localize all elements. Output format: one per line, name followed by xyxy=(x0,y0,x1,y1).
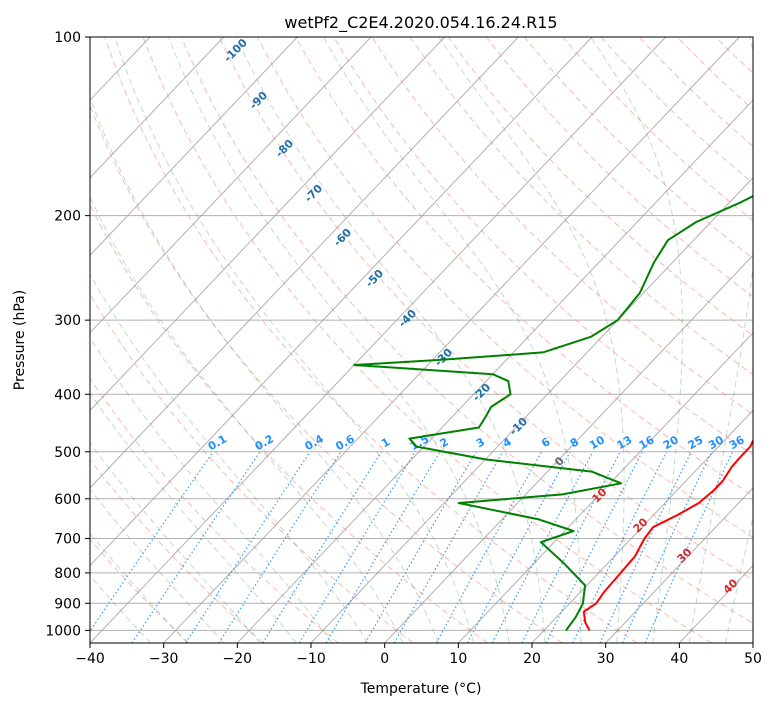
grid-layer xyxy=(90,37,753,643)
y-tick-label: 200 xyxy=(54,209,81,225)
y-tick-label: 100 xyxy=(54,30,81,46)
mixing-ratio-line xyxy=(131,451,261,643)
dry-adiabat xyxy=(371,37,753,415)
mixing-ratio-lines xyxy=(90,451,734,643)
mixing-ratio-line xyxy=(218,451,342,643)
x-tick-label: 40 xyxy=(670,651,688,667)
moist-adiabat xyxy=(725,514,753,643)
temperature-profile xyxy=(582,438,753,631)
moist-adiabat xyxy=(90,336,333,643)
isotherm-gridline xyxy=(90,37,593,567)
dry-adiabat xyxy=(295,37,753,497)
moist-adiabat xyxy=(590,37,683,643)
y-tick-label: 400 xyxy=(54,387,81,403)
isotherm-gridline xyxy=(163,37,740,643)
moist-adiabat xyxy=(114,37,475,643)
sounding-series xyxy=(353,195,753,631)
dry-adiabat xyxy=(90,293,414,643)
x-tick-label: −40 xyxy=(75,651,105,667)
mixing-ratio-line xyxy=(466,451,571,643)
chart-title: wetPf2_C2E4.2020.054.16.24.R15 xyxy=(284,13,557,33)
mixing-ratio-line xyxy=(298,451,416,643)
mixing-ratio-line xyxy=(90,451,214,632)
y-tick-label: 600 xyxy=(54,492,81,508)
y-tick-label: 500 xyxy=(54,445,81,461)
moist-adiabat xyxy=(168,37,510,643)
x-tick-label: −10 xyxy=(296,651,326,667)
moist-adiabat xyxy=(235,37,546,643)
isotherm-gridline xyxy=(457,332,753,643)
dry-adiabat xyxy=(90,538,190,643)
x-tick-label: −20 xyxy=(223,651,253,667)
dry-adiabat xyxy=(90,104,563,643)
moist-adiabat xyxy=(90,96,439,643)
x-tick-label: −30 xyxy=(149,651,179,667)
dry-adiabat xyxy=(333,37,753,456)
x-axis-ticks: −40 −30 −20 −10 0 10 20 30 40 50 xyxy=(75,643,762,667)
x-axis-label: Temperature (°C) xyxy=(360,681,482,697)
moist-adiabat xyxy=(90,272,369,643)
isotherm-gridline xyxy=(605,487,753,643)
dry-adiabat xyxy=(90,458,264,643)
mixing-ratio-line xyxy=(185,451,311,643)
moist-adiabat xyxy=(688,37,753,643)
isotherm-gridline xyxy=(90,37,298,257)
moist-adiabat xyxy=(323,37,582,643)
moist-adiabat xyxy=(90,392,297,643)
y-tick-label: 900 xyxy=(54,596,81,612)
dry-adiabat xyxy=(257,37,753,539)
y-axis-label: Pressure (hPa) xyxy=(12,290,28,390)
moist-adiabat xyxy=(438,37,625,643)
dry-adiabat xyxy=(142,37,712,643)
x-tick-label: 30 xyxy=(597,651,615,667)
plot-frame xyxy=(89,36,754,644)
dry-adiabat xyxy=(90,203,488,643)
x-tick-label: 0 xyxy=(380,651,389,667)
y-tick-label: 700 xyxy=(54,532,81,548)
mixing-ratio-line xyxy=(572,451,668,643)
dry-adiabat xyxy=(409,37,753,376)
dry-adiabat xyxy=(180,37,753,624)
mixing-ratio-line xyxy=(491,451,594,643)
dry-adiabat xyxy=(218,37,753,581)
x-tick-label: 50 xyxy=(744,651,762,667)
moist-adiabat xyxy=(90,196,404,643)
moist-adiabats xyxy=(90,37,753,643)
isotherm-gridline xyxy=(236,99,753,643)
y-tick-label: 300 xyxy=(54,313,81,329)
dry-adiabat xyxy=(447,37,753,337)
isotherm-gridline xyxy=(531,409,753,643)
isotherm-gridline xyxy=(90,37,225,179)
dry-adiabat xyxy=(104,37,638,643)
isotherm-gridline xyxy=(90,37,519,489)
isotherm-gridline xyxy=(384,254,753,643)
mixing-ratio-line xyxy=(435,451,543,643)
x-tick-label: 20 xyxy=(523,651,541,667)
y-tick-label: 800 xyxy=(54,566,81,582)
mixing-ratio-line xyxy=(545,451,643,643)
isotherm-gridline xyxy=(90,37,446,412)
dewpoint-profile xyxy=(353,195,753,631)
x-tick-label: 10 xyxy=(449,651,467,667)
isotherm-gridline xyxy=(90,37,667,643)
isotherm-gridline xyxy=(90,37,372,334)
y-tick-label: 1000 xyxy=(45,623,81,639)
y-axis-ticks: 100 200 300 400 500 600 700 800 900 1000 xyxy=(45,30,90,639)
